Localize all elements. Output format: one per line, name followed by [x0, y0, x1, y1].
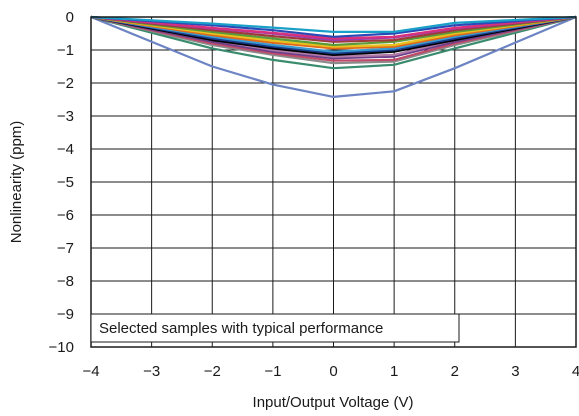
y-tick-label: −3	[57, 108, 74, 125]
y-tick-label: −10	[49, 339, 74, 356]
y-tick-label: 0	[66, 9, 74, 26]
x-axis-title: Input/Output Voltage (V)	[253, 394, 414, 411]
x-tick-labels: −4 −3 −2 −1 0 1 2 3 4	[82, 363, 579, 380]
series-line-5	[90, 15, 577, 60]
x-tick-label: −3	[143, 363, 160, 380]
y-tick-label: −6	[57, 207, 74, 224]
x-tick-label: −4	[82, 363, 99, 380]
y-tick-label: −1	[57, 42, 74, 59]
x-tick-label: −2	[204, 363, 221, 380]
annotation-box: Selected samples with typical performanc…	[90, 313, 460, 343]
series-line-17	[90, 15, 577, 33]
series-line-16	[90, 15, 577, 38]
series-lines	[90, 15, 577, 99]
series-line-2	[90, 15, 577, 70]
y-tick-label: −4	[57, 141, 74, 158]
y-axis-title: Nonlinearity (ppm)	[8, 121, 25, 244]
series-line-11	[90, 15, 577, 48]
x-tick-label: 0	[329, 363, 337, 380]
plot-border	[90, 16, 577, 348]
y-tick-label: −7	[57, 240, 74, 257]
y-tick-labels: 0 −1 −2 −3 −4 −5 −6 −7 −8 −9 −10	[49, 9, 74, 356]
series-line-8	[90, 15, 577, 55]
x-tick-label: 2	[451, 363, 459, 380]
series-line-12	[90, 15, 577, 47]
grid	[90, 16, 577, 348]
y-tick-label: −5	[57, 174, 74, 191]
series-line-9	[90, 15, 577, 53]
series-line-1	[90, 15, 577, 99]
annotation-label: Selected samples with typical performanc…	[99, 320, 383, 337]
series-line-15	[90, 15, 577, 40]
x-tick-label: 3	[511, 363, 519, 380]
annotation-background	[90, 313, 460, 343]
series-line-7	[90, 15, 577, 57]
series-line-3	[90, 15, 577, 65]
series-line-13	[90, 15, 577, 43]
plot-frame	[90, 16, 577, 348]
series-line-4	[90, 15, 577, 62]
x-tick-label: 1	[390, 363, 398, 380]
x-tick-label: −1	[264, 363, 281, 380]
y-tick-label: −2	[57, 75, 74, 92]
series-line-10	[90, 15, 577, 50]
y-tick-label: −8	[57, 273, 74, 290]
y-tick-label: −9	[57, 306, 74, 323]
x-tick-label: 4	[572, 363, 579, 380]
